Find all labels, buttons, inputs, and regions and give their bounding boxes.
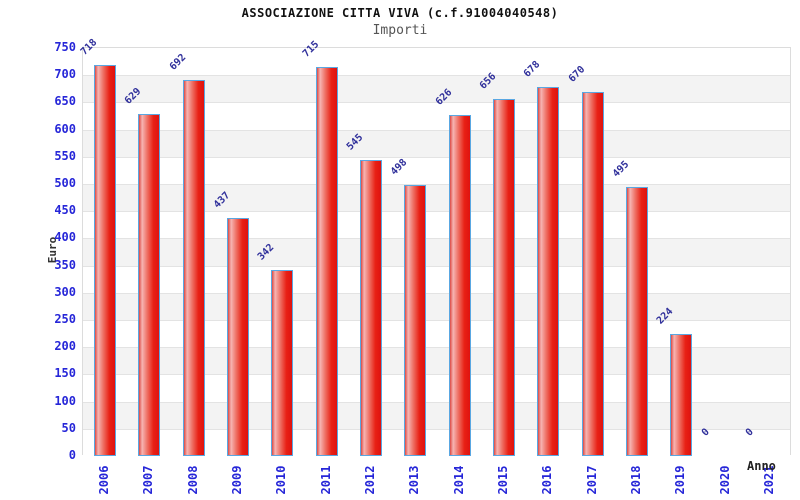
y-tick-label: 100 [54, 393, 76, 408]
y-tick-label: 750 [54, 40, 76, 54]
x-tick-label: 2013 [407, 465, 422, 495]
y-tick-label: 350 [54, 257, 76, 272]
bar-2011 [315, 67, 338, 456]
x-tick-label: 2008 [185, 465, 200, 495]
y-tick-label: 50 [61, 420, 76, 435]
bar-2012 [360, 159, 383, 456]
bar-2015 [492, 99, 515, 456]
x-tick-label: 2006 [97, 465, 112, 495]
bar-2018 [625, 186, 648, 456]
bar-2007 [138, 113, 161, 456]
x-tick-label: 2019 [673, 465, 688, 495]
y-tick-label: 300 [54, 284, 76, 299]
y-tick-label: 650 [54, 94, 76, 109]
bar-2019 [670, 334, 693, 456]
x-tick-label: 2007 [141, 465, 156, 495]
x-tick-label: 2018 [628, 465, 643, 495]
x-tick-label: 2014 [451, 465, 466, 495]
chart-title: ASSOCIAZIONE CITTA VIVA (c.f.91004040548… [241, 6, 559, 20]
y-tick-label: 700 [54, 67, 76, 82]
y-tick-label: 600 [54, 121, 76, 136]
bar-2008 [182, 79, 205, 456]
y-tick-label: 400 [54, 230, 76, 245]
bar-2013 [404, 185, 427, 456]
y-tick-label: 150 [54, 366, 76, 381]
bar-2009 [227, 218, 250, 456]
x-tick-label: 2017 [584, 465, 599, 495]
bar-2006 [94, 65, 117, 456]
plot-area: 718 629 692 437 342 715 545 498 626 656 678 670 495 2… [79, 37, 791, 456]
x-tick-label: 2012 [363, 465, 378, 495]
x-tick-label: 2015 [495, 465, 510, 495]
y-tick-label: 550 [54, 148, 76, 163]
bar-2014 [448, 115, 471, 456]
y-tick-label: 500 [54, 176, 76, 190]
x-axis-title: Anno [747, 459, 776, 473]
bar-2017 [581, 91, 604, 456]
chart-subtitle: Importi [372, 23, 428, 38]
x-tick-label: 2011 [318, 465, 333, 495]
x-tick-label: 2020 [717, 465, 732, 495]
x-tick-label: 2009 [230, 465, 245, 495]
y-tick-label: 450 [54, 203, 76, 218]
grid-band [83, 48, 790, 76]
bar-2016 [537, 87, 560, 456]
x-tick-label: 2016 [540, 465, 555, 495]
y-tick-label: 200 [54, 339, 76, 354]
x-tick-label: 2010 [274, 465, 289, 495]
bar-2010 [271, 269, 294, 456]
y-tick-label: 250 [54, 312, 76, 326]
y-tick-label: 0 [68, 448, 76, 462]
